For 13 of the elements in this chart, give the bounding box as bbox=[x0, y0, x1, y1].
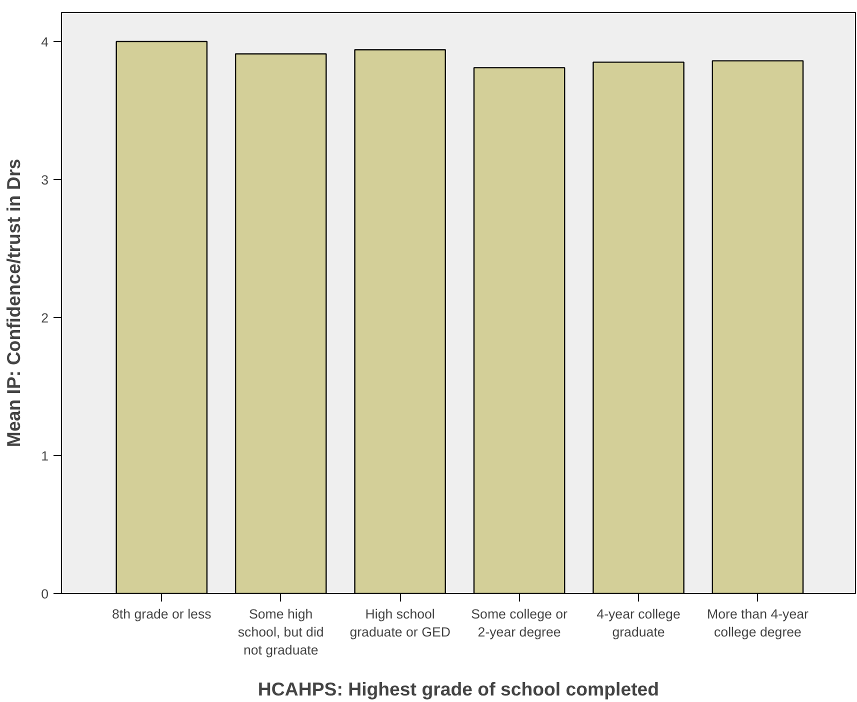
x-tick-label: 4-year college graduate bbox=[596, 606, 680, 640]
x-tick-label: 8th grade or less bbox=[112, 606, 212, 622]
x-axis-title: HCAHPS: Highest grade of school completed bbox=[258, 678, 660, 700]
x-tick-label: More than 4-year college degree bbox=[706, 606, 810, 640]
y-tick-label: 1 bbox=[41, 448, 49, 464]
y-tick-label: 3 bbox=[41, 172, 49, 188]
x-tick-label: High school graduate or GED bbox=[350, 606, 450, 640]
x-tick-label: Some college or 2-year degree bbox=[471, 606, 568, 640]
y-tick-label: 0 bbox=[41, 586, 49, 602]
y-tick-label: 2 bbox=[41, 310, 49, 326]
x-tick-label: Some high school, but did not graduate bbox=[238, 606, 324, 658]
y-axis-title: Mean IP: Confidence/trust in Drs bbox=[3, 158, 24, 448]
y-tick-label: 4 bbox=[41, 34, 50, 50]
